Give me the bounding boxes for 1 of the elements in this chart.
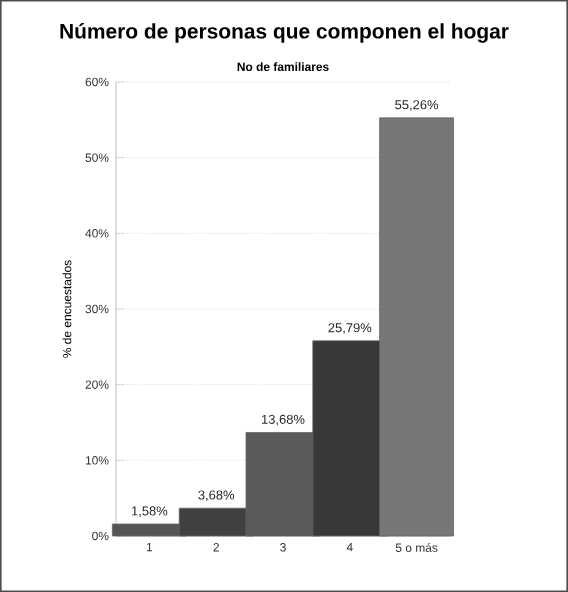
chart-title: Número de personas que componen el hogar bbox=[60, 23, 509, 43]
